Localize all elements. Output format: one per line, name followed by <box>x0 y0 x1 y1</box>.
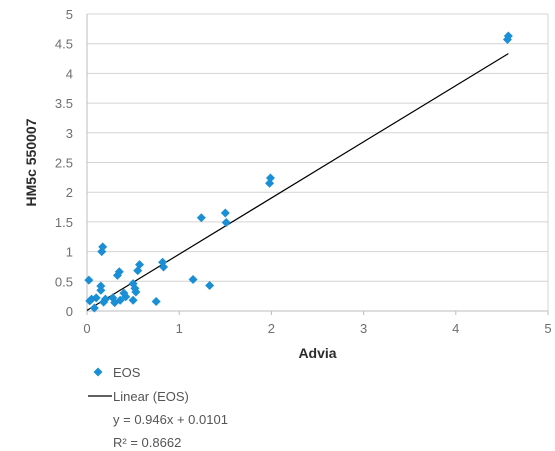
legend-marker-eos <box>93 367 103 377</box>
tick-labels: 0 0.5 1 1.5 2 2.5 3 3.5 4 4.5 5 0 1 2 3 4 5 <box>55 7 552 336</box>
x-tick-label: 0 <box>83 321 90 336</box>
x-tick-label: 2 <box>268 321 275 336</box>
y-tick-label: 5 <box>66 7 73 22</box>
y-tick-label: 0.5 <box>55 274 73 289</box>
legend-label-trendline: Linear (EOS) <box>113 389 189 404</box>
data-point <box>196 213 206 223</box>
data-point <box>91 293 101 303</box>
data-point <box>84 275 94 285</box>
axes <box>86 14 549 315</box>
data-point <box>205 280 215 290</box>
trendline-layer <box>86 53 509 311</box>
data-point <box>98 242 108 252</box>
y-tick-label: 2 <box>66 185 73 200</box>
y-tick-label: 3.5 <box>55 96 73 111</box>
x-axis-title: Advia <box>298 345 336 361</box>
data-point <box>151 296 161 306</box>
data-point <box>128 295 138 305</box>
y-tick-label: 1.5 <box>55 215 73 230</box>
data-point <box>135 260 145 270</box>
data-point <box>159 262 169 272</box>
x-tick-label: 1 <box>176 321 183 336</box>
data-point <box>96 285 106 295</box>
x-tick-label: 3 <box>360 321 367 336</box>
trendline-r-squared: R² = 0.8662 <box>113 435 181 450</box>
data-point <box>265 173 275 183</box>
gridlines <box>87 13 548 312</box>
data-point <box>131 287 141 297</box>
data-point <box>100 294 110 304</box>
x-tick-label: 4 <box>452 321 459 336</box>
data-point <box>221 217 231 227</box>
trendline <box>86 53 509 311</box>
y-tick-label: 0 <box>66 304 73 319</box>
data-point <box>220 208 230 218</box>
legend: EOS Linear (EOS) y = 0.946x + 0.0101 R² … <box>88 365 228 450</box>
data-point <box>188 275 198 285</box>
data-point <box>119 288 129 298</box>
y-tick-label: 4.5 <box>55 37 73 52</box>
data-point <box>114 267 124 277</box>
y-tick-label: 1 <box>66 245 73 260</box>
data-point <box>503 31 513 41</box>
data-points <box>84 31 513 313</box>
x-tick-label: 5 <box>544 321 551 336</box>
trendline-equation: y = 0.946x + 0.0101 <box>113 412 228 427</box>
data-point <box>89 303 99 313</box>
y-tick-label: 4 <box>66 66 73 81</box>
legend-label-eos: EOS <box>113 365 141 380</box>
y-axis-title: HM5c 550007 <box>23 118 39 206</box>
y-tick-label: 3 <box>66 126 73 141</box>
data-point <box>121 292 131 302</box>
y-tick-label: 2.5 <box>55 156 73 171</box>
data-point <box>115 295 125 305</box>
